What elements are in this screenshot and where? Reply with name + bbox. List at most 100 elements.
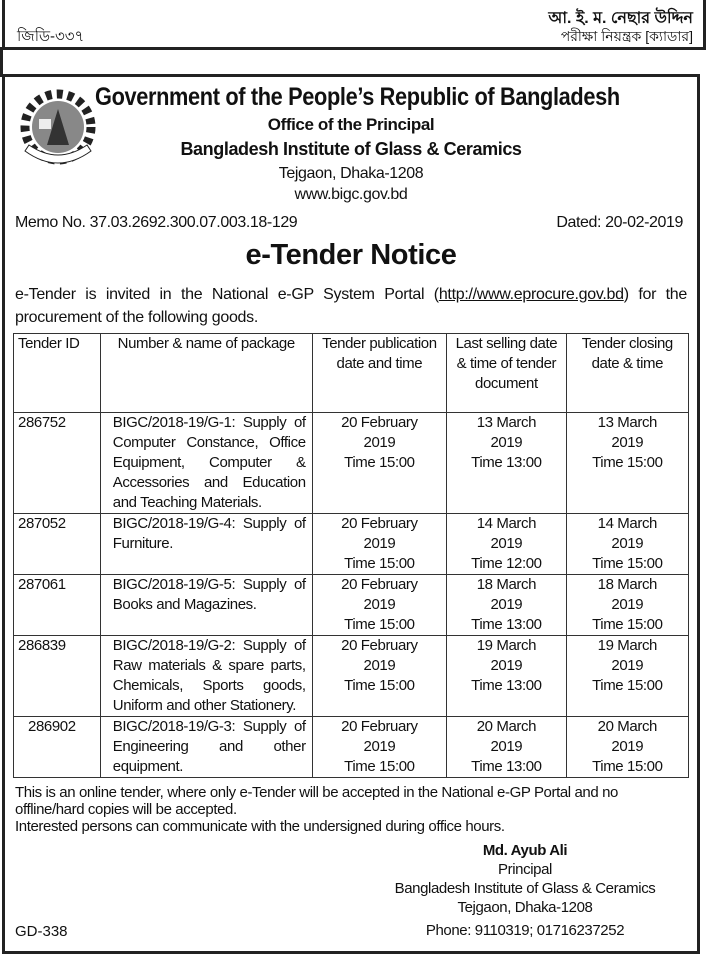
- publication-date: 20 February 2019 Time 15:00: [311, 513, 448, 575]
- last-selling-date-line: Time 12:00: [471, 555, 542, 572]
- publication-date-line: Time 15:00: [344, 677, 415, 694]
- office-heading: Office of the Principal: [267, 115, 435, 134]
- header-last-selling: Last selling date & time of tender docum…: [446, 333, 567, 413]
- notice-body: e-Tender is invited in the National e-GP…: [5, 283, 697, 946]
- previous-notice-designation: পরীক্ষা নিয়ন্ত্রক [ক্যাডার]: [560, 28, 693, 44]
- last-selling-date-line: 2019: [490, 596, 523, 613]
- publication-date-line: 2019: [363, 738, 396, 755]
- header-closing: Tender closing date & time: [565, 333, 690, 413]
- signatory-name: Md. Ayub Ali: [482, 842, 568, 859]
- closing-date-line: 2019: [611, 657, 644, 674]
- publication-date-line: Time 15:00: [344, 454, 415, 471]
- header-publication: Tender publication date and time: [311, 333, 448, 413]
- signatory-phone: Phone: 9110319; 01716237252: [425, 922, 625, 939]
- publication-date-line: 20 February: [341, 515, 418, 532]
- header-tender-id: Tender ID: [13, 333, 101, 413]
- last-selling-date-line: 19 March: [476, 637, 537, 654]
- package: BIGC/2018-19/G-3: Supply of Engineering …: [99, 716, 313, 778]
- closing-date-line: 2019: [611, 738, 644, 755]
- table-row: 287061 BIGC/2018-19/G-5: Supply of Books …: [13, 574, 690, 636]
- package: BIGC/2018-19/G-5: Supply of Books and Ma…: [99, 574, 313, 636]
- closing-date-line: Time 15:00: [592, 758, 663, 775]
- publication-date-line: 20 February: [341, 637, 418, 654]
- footer-text: This is an online tender, where only e-T…: [15, 784, 687, 835]
- last-selling-date: 13 March 2019 Time 13:00: [446, 412, 567, 514]
- publication-date-line: 20 February: [341, 414, 418, 431]
- government-heading: Government of the People’s Republic of B…: [5, 83, 697, 112]
- publication-date: 20 February 2019 Time 15:00: [311, 574, 448, 636]
- publication-date-line: Time 15:00: [344, 758, 415, 775]
- signatory-institute: Bangladesh Institute of Glass & Ceramics: [394, 880, 656, 897]
- publication-date-line: 2019: [363, 434, 396, 451]
- closing-date: 20 March 2019 Time 15:00: [565, 716, 690, 778]
- last-selling-date-line: 18 March: [476, 576, 537, 593]
- closing-date-line: Time 15:00: [592, 555, 663, 572]
- closing-date-line: 14 March: [597, 515, 658, 532]
- tender-table: Tender ID Number & name of package Tende…: [13, 333, 690, 778]
- last-selling-date: 20 March 2019 Time 13:00: [446, 716, 567, 778]
- intro-after: ) for the procurement of the following g…: [15, 286, 687, 326]
- page-title: e-Tender Notice: [245, 239, 457, 271]
- last-selling-date-line: Time 13:00: [471, 677, 542, 694]
- column-divider: [0, 47, 3, 77]
- table-row: 286752 BIGC/2018-19/G-1: Supply of Comput…: [13, 412, 690, 514]
- footer-line-2: Interested persons can communicate with …: [15, 818, 505, 835]
- package: BIGC/2018-19/G-1: Supply of Computer Con…: [99, 412, 313, 514]
- institute-logo-icon: [20, 89, 96, 165]
- closing-date-line: 20 March: [597, 718, 658, 735]
- last-selling-date-line: 2019: [490, 535, 523, 552]
- last-selling-date-line: 14 March: [476, 515, 537, 532]
- publication-date-line: Time 15:00: [344, 555, 415, 572]
- date: Dated: 20-02-2019: [556, 214, 683, 231]
- last-selling-date: 19 March 2019 Time 13:00: [446, 635, 567, 717]
- publication-date-line: 2019: [363, 657, 396, 674]
- intro-before: e-Tender is invited in the National e-GP…: [15, 286, 439, 303]
- memo-number: Memo No. 37.03.2692.300.07.003.18-129: [15, 214, 298, 231]
- tender-notice: Government of the People’s Republic of B…: [2, 74, 700, 954]
- package: BIGC/2018-19/G-4: Supply of Furniture.: [99, 513, 313, 575]
- tender-id: 287061: [13, 574, 101, 636]
- closing-date-line: 13 March: [597, 414, 658, 431]
- signatory-address: Tejgaon, Dhaka-1208: [457, 899, 593, 916]
- last-selling-date-line: 2019: [490, 434, 523, 451]
- signature-area: Md. Ayub Ali Principal Bangladesh Instit…: [13, 841, 689, 940]
- previous-notice-box: জিডি-৩৩৭ আ. ই. ম. নেছার উদ্দিন পরীক্ষা ন…: [2, 0, 706, 50]
- last-selling-date-line: Time 13:00: [471, 758, 542, 775]
- publication-date-line: 20 February: [341, 718, 418, 735]
- package: BIGC/2018-19/G-2: Supply of Raw material…: [99, 635, 313, 717]
- closing-date-line: 19 March: [597, 637, 658, 654]
- closing-date-line: 18 March: [597, 576, 658, 593]
- last-selling-date-line: 2019: [490, 657, 523, 674]
- table-row: 286839 BIGC/2018-19/G-2: Supply of Raw ma…: [13, 635, 690, 717]
- last-selling-date: 18 March 2019 Time 13:00: [446, 574, 567, 636]
- publication-date: 20 February 2019 Time 15:00: [311, 412, 448, 514]
- address: Tejgaon, Dhaka-1208: [278, 165, 424, 182]
- table-row: 287052 BIGC/2018-19/G-4: Supply of Furnit…: [13, 513, 690, 575]
- website[interactable]: www.bigc.gov.bd: [294, 186, 408, 203]
- closing-date: 13 March 2019 Time 15:00: [565, 412, 690, 514]
- signatory-title: Principal: [498, 861, 552, 878]
- last-selling-date-line: 2019: [490, 738, 523, 755]
- eprocure-link[interactable]: http://www.eprocure.gov.bd: [438, 286, 624, 303]
- last-selling-date-line: Time 13:00: [471, 616, 542, 633]
- previous-notice-code: জিডি-৩৩৭: [17, 28, 85, 45]
- signature-block: Md. Ayub Ali Principal Bangladesh Instit…: [385, 841, 665, 940]
- closing-date-line: Time 15:00: [592, 454, 663, 471]
- table-row: 286902 BIGC/2018-19/G-3: Supply of Engine…: [13, 716, 690, 778]
- publication-date-line: 2019: [363, 535, 396, 552]
- gd-code: GD-338: [15, 923, 68, 940]
- tender-id: 286839: [13, 635, 101, 717]
- tender-id: 286902: [13, 716, 101, 778]
- publication-date-line: 20 February: [341, 576, 418, 593]
- government-heading-text: Government of the People’s Republic of B…: [95, 83, 620, 111]
- last-selling-date-line: Time 13:00: [471, 454, 542, 471]
- closing-date-line: Time 15:00: [592, 677, 663, 694]
- closing-date: 19 March 2019 Time 15:00: [565, 635, 690, 717]
- header-package: Number & name of package: [99, 333, 313, 413]
- closing-date-line: 2019: [611, 434, 644, 451]
- institute-heading: Bangladesh Institute of Glass & Ceramics: [180, 139, 522, 159]
- last-selling-date: 14 March 2019 Time 12:00: [446, 513, 567, 575]
- publication-date-line: 2019: [363, 596, 396, 613]
- footer-line-1: This is an online tender, where only e-T…: [15, 784, 618, 818]
- publication-date: 20 February 2019 Time 15:00: [311, 716, 448, 778]
